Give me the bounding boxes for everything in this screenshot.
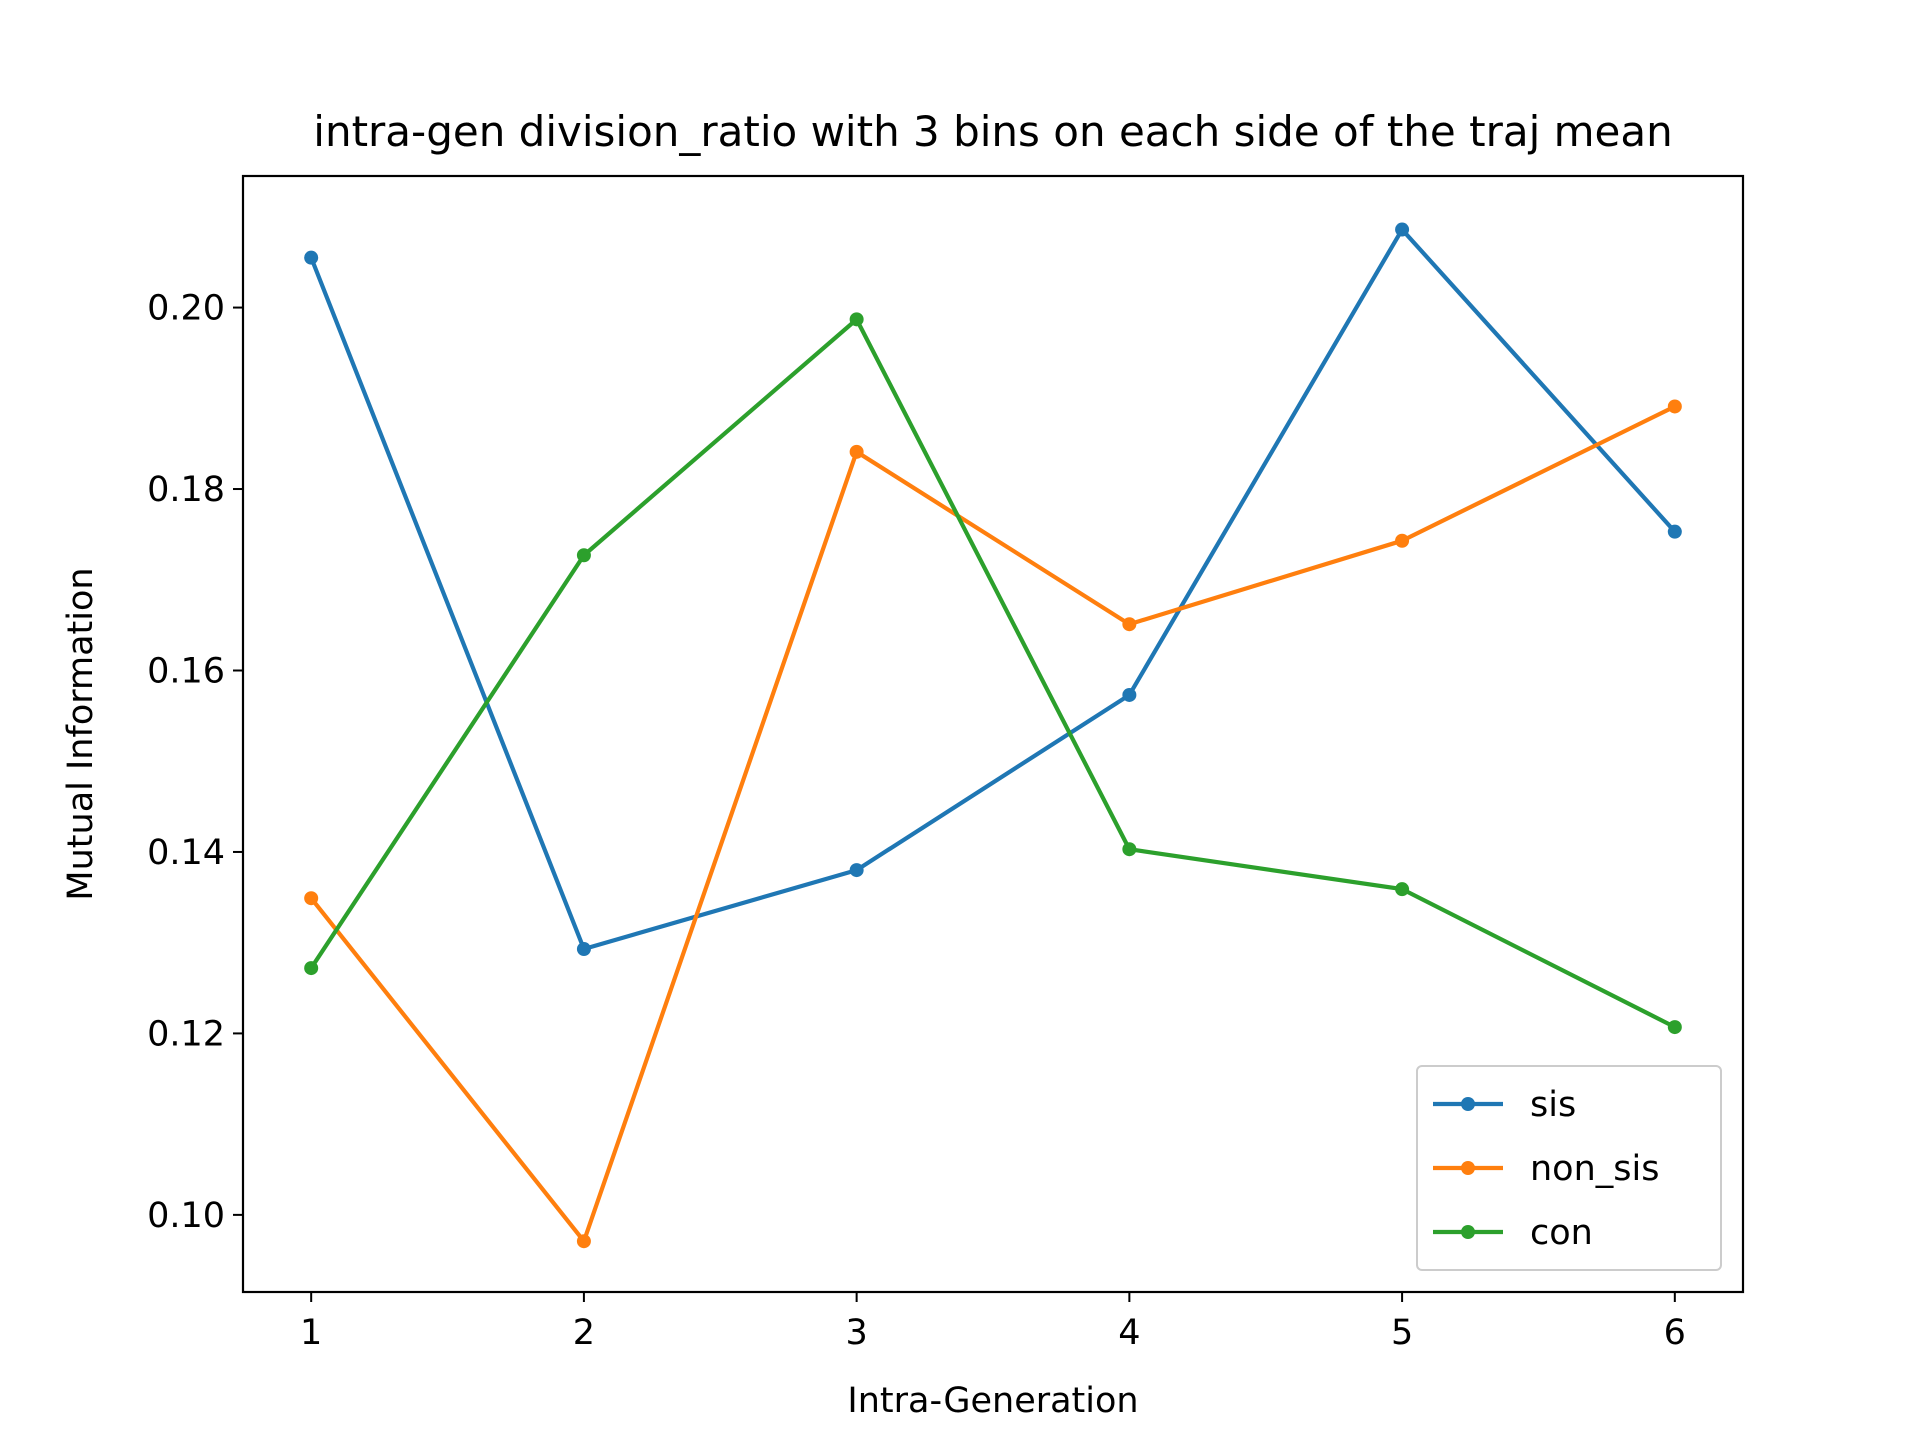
legend-entry-sis: sis — [1433, 1085, 1576, 1125]
y-axis-title: Mutual Information — [61, 567, 101, 900]
data-point — [849, 312, 864, 327]
series-line — [309, 227, 1677, 952]
data-point — [1667, 399, 1682, 414]
x-axis-title: Intra-Generation — [847, 1381, 1138, 1421]
data-point — [849, 444, 864, 459]
data-point — [576, 548, 591, 563]
series-con — [304, 312, 1682, 1035]
y-tick-label: 0.18 — [147, 470, 225, 510]
legend-label: sis — [1530, 1085, 1576, 1125]
x-tick-label: 4 — [1118, 1313, 1140, 1353]
data-point — [1395, 533, 1410, 548]
x-tick-label: 6 — [1664, 1313, 1686, 1353]
series-line — [309, 404, 1676, 1244]
data-point — [1395, 222, 1410, 237]
data-point — [1667, 524, 1682, 539]
legend-marker — [1461, 1097, 1475, 1111]
legend-entry-con: con — [1433, 1213, 1593, 1253]
data-point — [304, 961, 319, 976]
chart-title: intra-gen division_ratio with 3 bins on … — [313, 107, 1672, 156]
x-tick-label: 3 — [845, 1313, 867, 1353]
legend-label: con — [1530, 1213, 1593, 1253]
series-line — [309, 317, 1676, 1029]
data-point — [1667, 1020, 1682, 1035]
data-point — [1122, 687, 1137, 702]
data-point — [849, 863, 864, 878]
data-point — [576, 942, 591, 957]
y-tick-label: 0.20 — [147, 289, 225, 329]
data-point — [1395, 882, 1410, 897]
legend-box — [1416, 1065, 1722, 1271]
legend-marker — [1461, 1225, 1475, 1239]
x-tick-label: 2 — [573, 1313, 595, 1353]
x-tick-label: 5 — [1391, 1313, 1413, 1353]
y-axis-ticks: 0.10 0.12 0.14 0.16 0.18 0.20 — [147, 289, 243, 1236]
data-point — [1122, 842, 1137, 857]
series-non-sis — [304, 399, 1682, 1249]
data-point — [1122, 617, 1137, 632]
data-point — [304, 891, 319, 906]
plot-area-frame — [241, 174, 1745, 1294]
data-point — [576, 1234, 591, 1249]
y-tick-label: 0.10 — [147, 1196, 225, 1236]
x-tick-label: 1 — [300, 1313, 322, 1353]
y-tick-label: 0.16 — [147, 651, 225, 691]
y-tick-label: 0.12 — [147, 1014, 225, 1054]
legend-marker — [1461, 1161, 1475, 1175]
series-group — [304, 222, 1682, 1249]
x-axis-ticks: 1 2 3 4 5 6 — [300, 1292, 1686, 1353]
series-sis — [304, 222, 1682, 957]
legend-label: non_sis — [1530, 1149, 1659, 1189]
y-tick-label: 0.14 — [147, 833, 225, 873]
legend-entry-non-sis: non_sis — [1433, 1149, 1659, 1189]
data-point — [304, 250, 319, 265]
